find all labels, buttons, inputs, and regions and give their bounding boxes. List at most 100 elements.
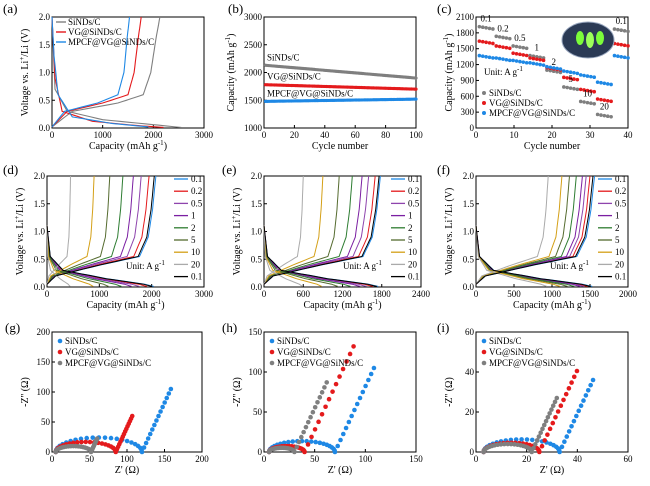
nyquist-point-VG@SiNDs/C (340, 366, 346, 372)
nyquist-point-SiNDs/C (340, 431, 346, 437)
rate-point-SiNDs/C (609, 115, 613, 119)
nyquist-point-SiNDs/C (343, 425, 349, 431)
rate-point-VG@SiNDs/C (585, 88, 590, 93)
nyquist-point-SiNDs/C (349, 413, 354, 419)
x-tick-label: 20 (290, 130, 300, 140)
nyquist-point-SiNDs/C (102, 435, 108, 440)
rate-point-SiNDs/C (524, 46, 529, 51)
nyquist-point-SiNDs/C (168, 386, 174, 392)
x-tick-label: 0 (262, 289, 267, 299)
legend-label: SiNDs/C (489, 336, 522, 346)
x-tick-label: 60 (351, 130, 361, 140)
rate-point-MPCF@VG@SiNDs/C (507, 58, 512, 63)
nyquist-point-SiNDs/C (158, 409, 163, 414)
unit-label: Unit: A g-1 (484, 65, 523, 77)
legend-label: VG@SiNDs/C (489, 347, 543, 357)
series-label: SiNDs/C (267, 52, 300, 62)
rate-point-SiNDs/C (480, 25, 485, 30)
rate-point-VG@SiNDs/C (491, 41, 495, 46)
nyquist-point-VG@SiNDs/C (347, 351, 353, 357)
nyquist-point-SiNDs/C (139, 449, 145, 455)
nyquist-point-SiNDs/C (129, 440, 134, 445)
rate-point-VG@SiNDs/C (565, 76, 569, 80)
legend-label: 2 (191, 223, 196, 233)
charge-curve (46, 175, 111, 285)
discharge-curve (475, 225, 547, 287)
rate-point-SiNDs/C (521, 45, 526, 50)
y-tick-label: 2.0 (34, 171, 46, 181)
legend-label: SiNDs/C (68, 17, 101, 27)
nyquist-point-MPCF@VG@SiNDs/C (305, 419, 311, 425)
legend-label: 1 (615, 211, 620, 221)
rate-point-SiNDs/C (504, 36, 509, 40)
rate-point-SiNDs/C (582, 100, 586, 104)
nyquist-point-MPCF@VG@SiNDs/C (294, 444, 300, 450)
nyquist-point-VG@SiNDs/C (302, 449, 307, 455)
y-tick-label: 300 (461, 107, 475, 117)
nyquist-point-VG@SiNDs/C (574, 368, 580, 374)
legend-marker (269, 338, 275, 344)
legend-marker (57, 338, 63, 344)
y-tick-label: 1.0 (251, 227, 263, 237)
nyquist-point-SiNDs/C (581, 398, 586, 403)
charge-curve (475, 175, 594, 285)
rate-point-VG@SiNDs/C (477, 39, 482, 43)
rate-point-MPCF@VG@SiNDs/C (518, 59, 522, 64)
nyquist-point-VG@SiNDs/C (129, 413, 135, 419)
rate-label: 10 (583, 88, 593, 98)
rate-point-MPCF@VG@SiNDs/C (599, 80, 603, 85)
nyquist-point-VG@SiNDs/C (351, 344, 356, 349)
x-tick-label: 600 (297, 289, 311, 299)
rate-point-MPCF@VG@SiNDs/C (497, 56, 502, 61)
rate-point-MPCF@VG@SiNDs/C (535, 62, 539, 66)
rate-point-SiNDs/C (589, 101, 593, 105)
nyquist-point-VG@SiNDs/C (83, 439, 89, 445)
legend-label: 10 (191, 247, 201, 257)
rate-point-MPCF@VG@SiNDs/C (545, 64, 549, 69)
nyquist-point-VG@SiNDs/C (326, 396, 332, 402)
nyquist-point-SiNDs/C (557, 449, 562, 455)
rate-point-SiNDs/C (477, 24, 482, 29)
panel-label: (g) (5, 320, 20, 335)
panel-g: 0 50 100 150 200 0 50 100 150 200 Z' (Ω) -Z'' (Ω) (g… (5, 320, 209, 476)
rate-point-MPCF@VG@SiNDs/C (514, 59, 519, 63)
nyquist-point-SiNDs/C (571, 418, 577, 424)
legend-label: 0.1 (191, 272, 202, 282)
legend-marker (481, 338, 487, 344)
x-tick-label: 2400 (412, 289, 431, 299)
rate-point-VG@SiNDs/C (619, 42, 624, 47)
nyquist-point-MPCF@VG@SiNDs/C (303, 424, 309, 430)
y-tick-label: 600 (461, 91, 475, 101)
x-tick-label: 1800 (373, 289, 392, 299)
rate-point-MPCF@VG@SiNDs/C (568, 70, 573, 75)
nyquist-point-MPCF@VG@SiNDs/C (301, 429, 306, 435)
nyquist-point-SiNDs/C (143, 440, 149, 446)
nyquist-point-SiNDs/C (559, 444, 565, 450)
y-tick-label: 1500 (456, 44, 475, 54)
legend-label: 0.1 (408, 174, 419, 184)
rate-label: 0.5 (514, 33, 526, 43)
panel-label: (i) (437, 320, 449, 335)
nyquist-point-SiNDs/C (162, 400, 167, 405)
charge-curve-MPCF@VG@SiNDs/C (51, 16, 131, 128)
x-axis-label: Capacity (mAh g-1) (89, 139, 167, 152)
x-tick-label: 100 (359, 454, 373, 464)
rate-point-MPCF@VG@SiNDs/C (609, 82, 613, 87)
nyquist-point-MPCF@VG@SiNDs/C (312, 404, 318, 410)
nyquist-point-VG@SiNDs/C (553, 414, 558, 420)
panel-b: 0 20 40 60 80 100 1000 1500 2000 2500 3000 Cycle nu… (224, 1, 423, 152)
x-axis-label: Capacity (mAh g-1) (303, 298, 381, 311)
nyquist-point-VG@SiNDs/C (555, 409, 561, 414)
y-tick-label: 0.0 (463, 282, 475, 292)
rate-label: 20 (600, 101, 610, 111)
x-tick-label: 30 (586, 130, 596, 140)
rate-point-SiNDs/C (616, 27, 620, 32)
rate-point-MPCF@VG@SiNDs/C (602, 81, 607, 86)
rate-point-SiNDs/C (487, 26, 492, 31)
rate-point-VG@SiNDs/C (589, 89, 593, 93)
charge-curve (263, 175, 340, 285)
rate-point-VG@SiNDs/C (538, 57, 542, 62)
discharge-curve (263, 225, 351, 287)
charge-curve (263, 175, 380, 285)
legend-label: MPCF@VG@SiNDs/C (489, 108, 575, 118)
